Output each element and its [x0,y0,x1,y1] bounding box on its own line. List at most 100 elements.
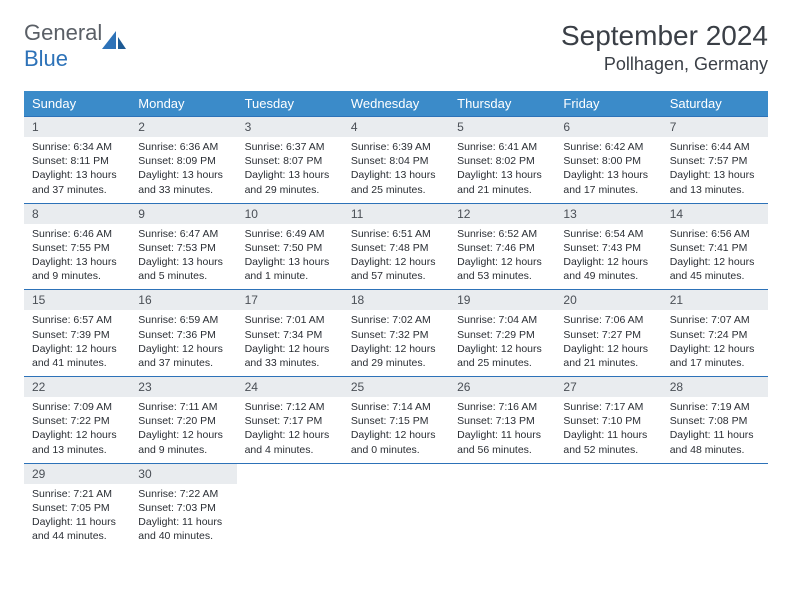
day-details: Sunrise: 7:02 AMSunset: 7:32 PMDaylight:… [343,310,449,376]
calendar-cell: 27Sunrise: 7:17 AMSunset: 7:10 PMDayligh… [555,377,661,464]
day-details: Sunrise: 6:59 AMSunset: 7:36 PMDaylight:… [130,310,236,376]
title-block: September 2024 Pollhagen, Germany [561,20,768,75]
calendar-cell: 6Sunrise: 6:42 AMSunset: 8:00 PMDaylight… [555,117,661,204]
day-details: Sunrise: 7:04 AMSunset: 7:29 PMDaylight:… [449,310,555,376]
calendar-cell: 14Sunrise: 6:56 AMSunset: 7:41 PMDayligh… [662,203,768,290]
day-number: 28 [662,377,768,397]
calendar-cell: 18Sunrise: 7:02 AMSunset: 7:32 PMDayligh… [343,290,449,377]
weekday-mon: Monday [130,91,236,117]
day-number: 10 [237,204,343,224]
day-details: Sunrise: 7:21 AMSunset: 7:05 PMDaylight:… [24,484,130,550]
weekday-header-row: Sunday Monday Tuesday Wednesday Thursday… [24,91,768,117]
day-details: Sunrise: 6:39 AMSunset: 8:04 PMDaylight:… [343,137,449,203]
calendar-cell: 3Sunrise: 6:37 AMSunset: 8:07 PMDaylight… [237,117,343,204]
weekday-thu: Thursday [449,91,555,117]
day-details: Sunrise: 7:22 AMSunset: 7:03 PMDaylight:… [130,484,236,550]
calendar-row: 29Sunrise: 7:21 AMSunset: 7:05 PMDayligh… [24,463,768,549]
calendar-cell [449,463,555,549]
calendar-cell: 22Sunrise: 7:09 AMSunset: 7:22 PMDayligh… [24,377,130,464]
day-number: 7 [662,117,768,137]
calendar-cell: 20Sunrise: 7:06 AMSunset: 7:27 PMDayligh… [555,290,661,377]
calendar-cell: 4Sunrise: 6:39 AMSunset: 8:04 PMDaylight… [343,117,449,204]
day-number: 19 [449,290,555,310]
calendar-row: 8Sunrise: 6:46 AMSunset: 7:55 PMDaylight… [24,203,768,290]
calendar-cell: 1Sunrise: 6:34 AMSunset: 8:11 PMDaylight… [24,117,130,204]
calendar-cell [343,463,449,549]
day-details: Sunrise: 7:12 AMSunset: 7:17 PMDaylight:… [237,397,343,463]
calendar-cell: 23Sunrise: 7:11 AMSunset: 7:20 PMDayligh… [130,377,236,464]
day-details: Sunrise: 7:16 AMSunset: 7:13 PMDaylight:… [449,397,555,463]
day-details: Sunrise: 6:37 AMSunset: 8:07 PMDaylight:… [237,137,343,203]
calendar-cell: 5Sunrise: 6:41 AMSunset: 8:02 PMDaylight… [449,117,555,204]
calendar-cell: 17Sunrise: 7:01 AMSunset: 7:34 PMDayligh… [237,290,343,377]
day-details: Sunrise: 6:42 AMSunset: 8:00 PMDaylight:… [555,137,661,203]
day-number: 6 [555,117,661,137]
day-number: 16 [130,290,236,310]
calendar-cell: 26Sunrise: 7:16 AMSunset: 7:13 PMDayligh… [449,377,555,464]
day-number: 14 [662,204,768,224]
logo: General Blue [24,20,128,72]
calendar-cell: 9Sunrise: 6:47 AMSunset: 7:53 PMDaylight… [130,203,236,290]
calendar-table: Sunday Monday Tuesday Wednesday Thursday… [24,91,768,549]
day-number: 23 [130,377,236,397]
calendar-cell: 2Sunrise: 6:36 AMSunset: 8:09 PMDaylight… [130,117,236,204]
day-details: Sunrise: 6:51 AMSunset: 7:48 PMDaylight:… [343,224,449,290]
day-details: Sunrise: 6:54 AMSunset: 7:43 PMDaylight:… [555,224,661,290]
day-number: 15 [24,290,130,310]
sail-icon [102,31,128,58]
day-details: Sunrise: 7:06 AMSunset: 7:27 PMDaylight:… [555,310,661,376]
day-details: Sunrise: 6:41 AMSunset: 8:02 PMDaylight:… [449,137,555,203]
day-details: Sunrise: 7:14 AMSunset: 7:15 PMDaylight:… [343,397,449,463]
weekday-sun: Sunday [24,91,130,117]
day-number: 27 [555,377,661,397]
logo-word-blue: Blue [24,46,68,71]
calendar-cell [555,463,661,549]
day-details: Sunrise: 6:49 AMSunset: 7:50 PMDaylight:… [237,224,343,290]
day-details: Sunrise: 7:11 AMSunset: 7:20 PMDaylight:… [130,397,236,463]
calendar-cell: 10Sunrise: 6:49 AMSunset: 7:50 PMDayligh… [237,203,343,290]
calendar-cell: 7Sunrise: 6:44 AMSunset: 7:57 PMDaylight… [662,117,768,204]
day-number: 4 [343,117,449,137]
day-number: 18 [343,290,449,310]
calendar-row: 1Sunrise: 6:34 AMSunset: 8:11 PMDaylight… [24,117,768,204]
day-number: 26 [449,377,555,397]
day-details: Sunrise: 6:34 AMSunset: 8:11 PMDaylight:… [24,137,130,203]
day-details: Sunrise: 6:47 AMSunset: 7:53 PMDaylight:… [130,224,236,290]
calendar-cell: 29Sunrise: 7:21 AMSunset: 7:05 PMDayligh… [24,463,130,549]
calendar-cell: 15Sunrise: 6:57 AMSunset: 7:39 PMDayligh… [24,290,130,377]
calendar-cell: 11Sunrise: 6:51 AMSunset: 7:48 PMDayligh… [343,203,449,290]
calendar-body: 1Sunrise: 6:34 AMSunset: 8:11 PMDaylight… [24,117,768,550]
day-number: 8 [24,204,130,224]
day-details: Sunrise: 6:56 AMSunset: 7:41 PMDaylight:… [662,224,768,290]
calendar-cell: 19Sunrise: 7:04 AMSunset: 7:29 PMDayligh… [449,290,555,377]
calendar-row: 22Sunrise: 7:09 AMSunset: 7:22 PMDayligh… [24,377,768,464]
calendar-cell: 30Sunrise: 7:22 AMSunset: 7:03 PMDayligh… [130,463,236,549]
day-details: Sunrise: 6:52 AMSunset: 7:46 PMDaylight:… [449,224,555,290]
weekday-wed: Wednesday [343,91,449,117]
day-details: Sunrise: 6:57 AMSunset: 7:39 PMDaylight:… [24,310,130,376]
day-number: 24 [237,377,343,397]
day-details: Sunrise: 7:01 AMSunset: 7:34 PMDaylight:… [237,310,343,376]
day-details: Sunrise: 7:17 AMSunset: 7:10 PMDaylight:… [555,397,661,463]
calendar-cell: 25Sunrise: 7:14 AMSunset: 7:15 PMDayligh… [343,377,449,464]
calendar-cell: 16Sunrise: 6:59 AMSunset: 7:36 PMDayligh… [130,290,236,377]
day-details: Sunrise: 6:44 AMSunset: 7:57 PMDaylight:… [662,137,768,203]
calendar-cell: 12Sunrise: 6:52 AMSunset: 7:46 PMDayligh… [449,203,555,290]
calendar-cell: 13Sunrise: 6:54 AMSunset: 7:43 PMDayligh… [555,203,661,290]
logo-text: General Blue [24,20,102,72]
day-details: Sunrise: 6:36 AMSunset: 8:09 PMDaylight:… [130,137,236,203]
calendar-cell: 8Sunrise: 6:46 AMSunset: 7:55 PMDaylight… [24,203,130,290]
day-number: 5 [449,117,555,137]
day-number: 3 [237,117,343,137]
day-number: 20 [555,290,661,310]
day-number: 13 [555,204,661,224]
calendar-cell [237,463,343,549]
day-number: 21 [662,290,768,310]
day-details: Sunrise: 7:09 AMSunset: 7:22 PMDaylight:… [24,397,130,463]
calendar-cell: 21Sunrise: 7:07 AMSunset: 7:24 PMDayligh… [662,290,768,377]
header: General Blue September 2024 Pollhagen, G… [24,20,768,75]
weekday-sat: Saturday [662,91,768,117]
calendar-cell [662,463,768,549]
day-number: 9 [130,204,236,224]
calendar-cell: 28Sunrise: 7:19 AMSunset: 7:08 PMDayligh… [662,377,768,464]
